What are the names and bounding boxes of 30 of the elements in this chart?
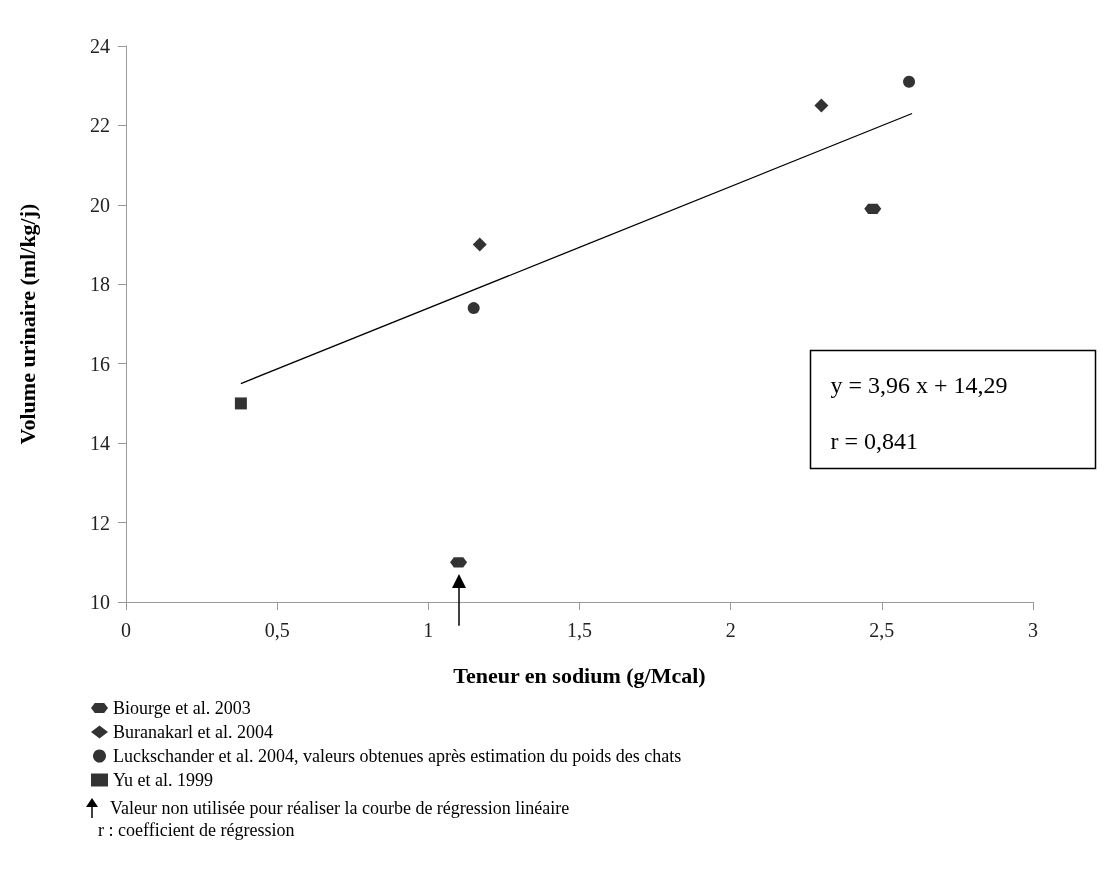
y-tick-label: 10 <box>90 591 110 613</box>
point <box>472 237 487 252</box>
x-tick-label: 2 <box>725 619 736 641</box>
x-tick-label: 1 <box>423 619 434 641</box>
annotation: y = 3,96 x + 14,29 <box>830 371 1008 398</box>
point <box>814 98 829 113</box>
text: Valeur non utilisée pour réaliser la courbe de régression linéaire <box>110 797 570 819</box>
y-tick-label: 14 <box>90 432 110 455</box>
y-tick-label: 16 <box>90 352 110 375</box>
text: r : coefficient de régression <box>98 819 295 841</box>
x-tick-label: 1,5 <box>567 619 592 641</box>
point <box>467 302 480 315</box>
legend-label: Luckschander et al. 2004, valeurs obtenues après estimation du poids des chats <box>113 746 682 766</box>
y-tick-label: 18 <box>90 273 110 296</box>
y-axis-title: Volume urinaire (ml/kg/j) <box>14 203 40 445</box>
x-tick-label: 2,5 <box>869 619 895 641</box>
point <box>903 75 916 88</box>
annotation: r = 0,841 <box>830 427 919 454</box>
x-tick-label: 3 <box>1028 619 1038 641</box>
y-tick-label: 20 <box>90 193 110 216</box>
point <box>234 397 247 410</box>
legend-label: Yu et al. 1999 <box>113 770 213 790</box>
y-tick-label: 12 <box>90 511 110 534</box>
x-axis-title: Teneur en sodium (g/Mcal) <box>453 662 706 688</box>
legend-label: Biourge et al. 2003 <box>113 698 251 718</box>
y-tick-label: 24 <box>90 35 110 57</box>
legend-label: Buranakarl et al. 2004 <box>113 722 273 742</box>
y-tick-label: 22 <box>90 114 110 137</box>
x-tick-label: 0,5 <box>264 619 290 641</box>
x-tick-label: 0 <box>121 619 131 641</box>
